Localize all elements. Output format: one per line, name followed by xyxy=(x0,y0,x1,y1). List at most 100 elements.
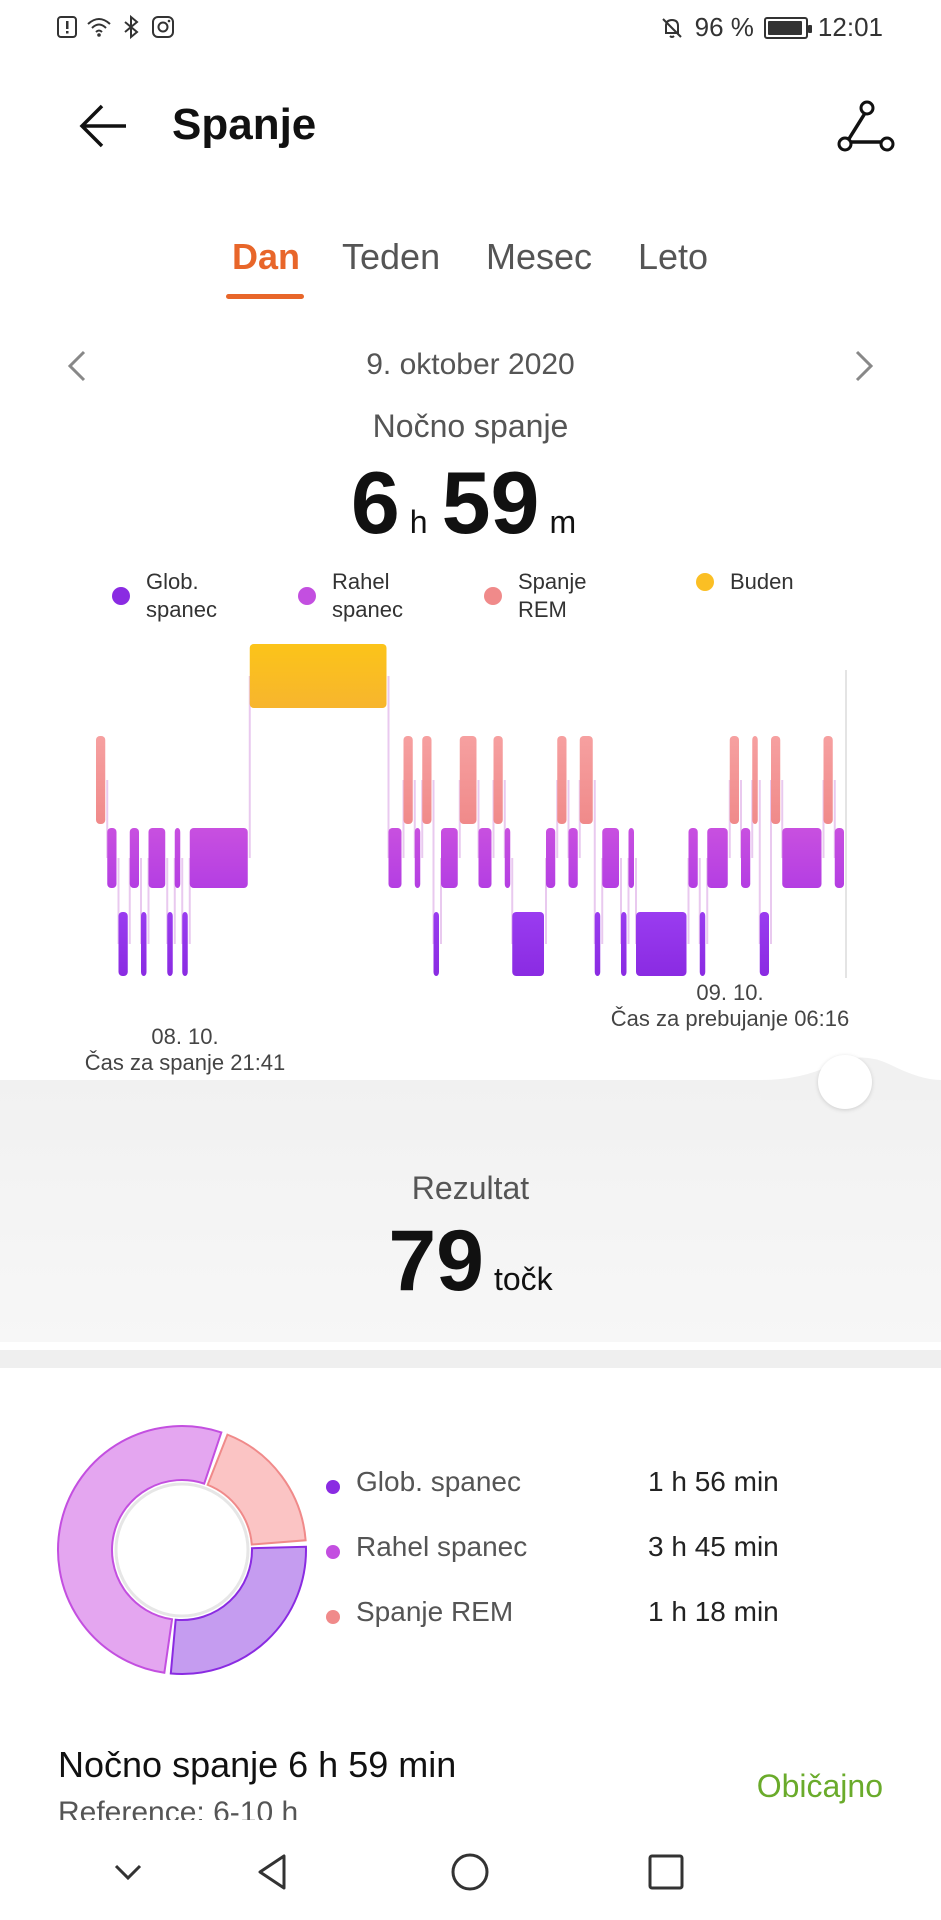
chart-connector xyxy=(181,858,184,944)
sleep-breakdown-donut xyxy=(57,1425,307,1675)
chart-connector xyxy=(477,780,480,858)
chart-segment-rem xyxy=(771,736,781,824)
chart-segment-light xyxy=(546,828,556,888)
duration-hours: 6 xyxy=(350,453,400,552)
chart-segment-rem xyxy=(459,736,477,824)
score-unit: točk xyxy=(493,1261,553,1297)
chart-connector xyxy=(601,858,604,944)
section-divider xyxy=(0,1350,941,1368)
alert-icon xyxy=(57,16,77,38)
chart-segment-deep xyxy=(433,912,439,976)
legend-label-deep: Glob. spanec xyxy=(146,569,217,622)
legend-item-awake: Buden xyxy=(696,568,840,596)
legend-item-rem: Spanje REM xyxy=(484,568,628,624)
chart-segment-light xyxy=(129,828,139,888)
tab-mesec[interactable]: Mesec xyxy=(486,236,593,277)
chart-connector xyxy=(432,780,435,944)
reference-range: Reference: 6-10 h xyxy=(58,1796,299,1822)
chart-start-label: 08. 10. Čas za spanje 21:41 xyxy=(70,1024,300,1076)
legend-dot-rem xyxy=(484,587,502,605)
date-navigator: 9. oktober 2020 xyxy=(0,340,941,390)
breakdown-dot-rem xyxy=(326,1610,340,1624)
sleep-stage-chart xyxy=(96,644,847,978)
status-bar: 96 % 12:01 xyxy=(0,0,941,58)
mute-notification-icon xyxy=(661,17,682,38)
tab-dan[interactable]: Dan xyxy=(232,236,301,277)
chart-segment-light xyxy=(628,828,634,888)
chart-connector xyxy=(687,858,690,944)
chart-connector xyxy=(173,858,176,944)
chart-connector xyxy=(387,676,390,858)
duration-minutes: 59 xyxy=(441,453,540,552)
chart-scrub-handle[interactable] xyxy=(818,1055,872,1109)
legend-dot-light xyxy=(298,587,316,605)
chart-segment-rem xyxy=(729,736,739,824)
selected-date: 9. oktober 2020 xyxy=(366,348,575,381)
wake-time: Čas za prebujanje 06:16 xyxy=(610,1006,850,1031)
donut-slice xyxy=(57,1425,223,1674)
active-tab-indicator xyxy=(226,294,304,299)
share-icon[interactable] xyxy=(835,98,895,158)
bluetooth-icon xyxy=(124,14,139,40)
clock: 12:01 xyxy=(817,12,883,42)
night-sleep-label: Nočno spanje xyxy=(372,408,569,444)
duration-minutes-unit: m xyxy=(549,504,577,540)
chart-connector xyxy=(106,780,109,858)
chevron-left-icon[interactable] xyxy=(62,346,92,386)
battery-icon xyxy=(763,16,812,39)
breakdown-dot-deep xyxy=(326,1480,340,1494)
chevron-right-icon[interactable] xyxy=(849,346,879,386)
chart-connector xyxy=(248,676,251,858)
legend-label-light: Rahel spanec xyxy=(332,569,403,622)
chart-segment-rem xyxy=(493,736,503,824)
chart-connector xyxy=(413,780,416,858)
status-icons-left xyxy=(54,14,176,40)
tab-teden[interactable]: Teden xyxy=(342,236,441,277)
breakdown-value-deep: 1 h 56 min xyxy=(648,1466,779,1497)
period-tabs: Dan Teden Mesec Leto xyxy=(0,236,941,306)
back-triangle-icon[interactable] xyxy=(252,1850,296,1894)
score-number: 79 xyxy=(388,1213,484,1309)
chart-segment-rem xyxy=(403,736,413,824)
home-circle-icon[interactable] xyxy=(448,1850,492,1894)
back-arrow-icon[interactable] xyxy=(72,96,132,156)
chart-segment-rem xyxy=(557,736,567,824)
chart-segment-awake xyxy=(249,644,387,708)
chart-connector xyxy=(128,858,131,944)
legend-item-light: Rahel spanec xyxy=(298,568,442,624)
chart-segment-light xyxy=(388,828,402,888)
chart-segment-deep xyxy=(512,912,544,976)
donut-slice xyxy=(206,1433,307,1546)
breakdown-value-light: 3 h 45 min xyxy=(648,1531,779,1562)
chart-segment-deep xyxy=(699,912,706,976)
chart-connector xyxy=(758,780,761,944)
recents-square-icon[interactable] xyxy=(644,1850,688,1894)
chart-segment-deep xyxy=(118,912,128,976)
tab-leto[interactable]: Leto xyxy=(638,236,709,277)
chart-connector xyxy=(567,780,570,858)
legend-dot-awake xyxy=(696,573,714,591)
chart-connector xyxy=(740,780,742,858)
chart-segment-rem xyxy=(422,736,432,824)
sleep-start-time: Čas za spanje 21:41 xyxy=(84,1050,286,1075)
chevron-down-icon[interactable] xyxy=(106,1850,150,1894)
legend-label-rem: Spanje REM xyxy=(518,569,587,622)
battery-percent: 96 % xyxy=(694,12,754,42)
chart-connector xyxy=(627,858,630,944)
chart-segment-light xyxy=(568,828,578,888)
breakdown-dot-light xyxy=(326,1545,340,1559)
chart-connector xyxy=(706,858,709,944)
legend-item-deep: Glob. spanec xyxy=(112,568,256,624)
breakdown-row-rem: Spanje REM 1 h 18 min xyxy=(326,1596,886,1661)
chart-segment-rem xyxy=(96,736,106,824)
score-label: Rezultat xyxy=(411,1170,530,1206)
chart-connector xyxy=(833,780,836,858)
chart-segments xyxy=(96,644,844,976)
chart-connector xyxy=(635,858,637,944)
breakdown-row-light: Rahel spanec 3 h 45 min xyxy=(326,1531,886,1596)
sleep-status-badge: Običajno xyxy=(756,1768,883,1804)
duration-hours-unit: h xyxy=(409,504,428,540)
chart-connector xyxy=(147,858,150,944)
breakdown-label-deep: Glob. spanec xyxy=(356,1466,521,1497)
score-value: 79 točk xyxy=(0,1212,941,1311)
